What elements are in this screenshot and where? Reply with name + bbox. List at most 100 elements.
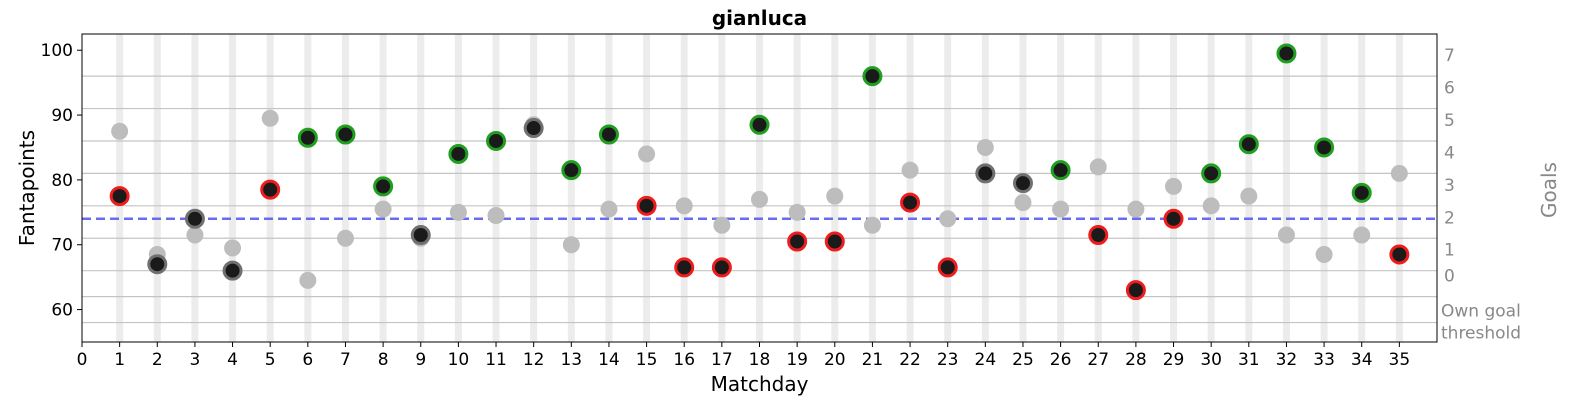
x-tick-label: 10 [448, 350, 470, 370]
player-point [109, 186, 130, 207]
x-tick-label: 22 [899, 350, 921, 370]
opponent-point [976, 138, 994, 156]
x-tick-label: 27 [1087, 350, 1109, 370]
opponent-point [826, 187, 844, 205]
player-point [335, 124, 356, 145]
x-tick-label: 17 [711, 350, 733, 370]
goals-tick-label: 3 [1444, 176, 1455, 196]
player-points [109, 43, 1410, 301]
opponent-point [1165, 177, 1183, 195]
matchday-band [680, 34, 688, 342]
x-tick-label: 3 [190, 350, 201, 370]
matchday-band [643, 34, 651, 342]
x-tick-label: 20 [824, 350, 846, 370]
matchday-band [229, 34, 237, 342]
opponent-point [111, 122, 129, 140]
player-point [1050, 160, 1071, 181]
x-tick-label: 24 [975, 350, 997, 370]
x-tick-label: 33 [1313, 350, 1335, 370]
player-point [636, 195, 657, 216]
opponent-point [261, 109, 279, 127]
goals-tick-label: 2 [1444, 208, 1455, 228]
goal-grid-lines [82, 75, 1437, 324]
player-point [222, 260, 243, 281]
x-tick-label: 23 [937, 350, 959, 370]
matchday-band [454, 34, 462, 342]
opponent-point [600, 200, 618, 218]
x-tick-label: 1 [114, 350, 125, 370]
opponent-point [1315, 245, 1333, 263]
opponent-point [336, 229, 354, 247]
player-point [184, 208, 205, 229]
player-point [1351, 182, 1372, 203]
matchday-band [304, 34, 312, 342]
matchday-band [530, 34, 538, 342]
opponent-point [901, 161, 919, 179]
player-point [1088, 225, 1109, 246]
player-point [260, 179, 281, 200]
opponent-point [939, 210, 957, 228]
x-tick-label: 19 [786, 350, 808, 370]
x-tick-label: 7 [340, 350, 351, 370]
y-tick-label: 80 [51, 171, 73, 191]
opponent-point [675, 197, 693, 215]
opponent-point [562, 236, 580, 254]
goals-tick-label: 6 [1444, 79, 1455, 99]
matchday-band [1320, 34, 1328, 342]
player-point [1201, 163, 1222, 184]
x-tick-label: 12 [523, 350, 545, 370]
player-point [1314, 137, 1335, 158]
player-point [787, 231, 808, 252]
goals-axis-label: Goals [1537, 162, 1561, 218]
player-point [523, 118, 544, 139]
opponent-points [111, 109, 1408, 289]
player-point [448, 143, 469, 164]
y-axis-ticks: 60 70 80 90 100 [41, 41, 82, 321]
chart-title: gianluca [712, 6, 807, 30]
opponent-point [1089, 158, 1107, 176]
player-point [900, 192, 921, 213]
player-point [598, 124, 619, 145]
matchday-band [718, 34, 726, 342]
x-tick-label: 35 [1389, 350, 1411, 370]
x-tick-label: 4 [227, 350, 238, 370]
goals-tick-label: 7 [1444, 46, 1455, 66]
opponent-point [1014, 194, 1032, 212]
opponent-point [299, 271, 317, 289]
opponent-point [638, 145, 656, 163]
x-axis-label: Matchday [711, 372, 809, 396]
x-tick-label: 25 [1012, 350, 1034, 370]
opponent-point [1202, 197, 1220, 215]
matchday-band [341, 34, 349, 342]
x-tick-label: 14 [598, 350, 620, 370]
x-tick-label: 2 [152, 350, 163, 370]
matchday-band [1207, 34, 1215, 342]
opponent-point [224, 239, 242, 257]
x-tick-label: 6 [302, 350, 313, 370]
player-point [1276, 43, 1297, 64]
matchday-band [793, 34, 801, 342]
opponent-point [751, 190, 768, 208]
matchday-band [567, 34, 575, 342]
player-point [824, 231, 845, 252]
x-tick-label: 15 [636, 350, 658, 370]
x-tick-label: 29 [1163, 350, 1185, 370]
opponent-point [1127, 200, 1145, 218]
opponent-point [1277, 226, 1295, 244]
player-point [561, 160, 582, 181]
matchday-band [1057, 34, 1065, 342]
x-tick-label: 0 [77, 350, 88, 370]
player-point [1389, 244, 1410, 265]
y-axis-label: Fantapoints [15, 130, 39, 246]
player-point [373, 176, 394, 197]
x-tick-label: 34 [1351, 350, 1373, 370]
opponent-point [1052, 200, 1070, 218]
player-point [1012, 173, 1033, 194]
x-tick-label: 30 [1200, 350, 1222, 370]
player-point [711, 257, 732, 278]
x-tick-label: 18 [749, 350, 771, 370]
player-point [937, 257, 958, 278]
matchday-band [153, 34, 161, 342]
matchday-bands [116, 34, 1403, 342]
